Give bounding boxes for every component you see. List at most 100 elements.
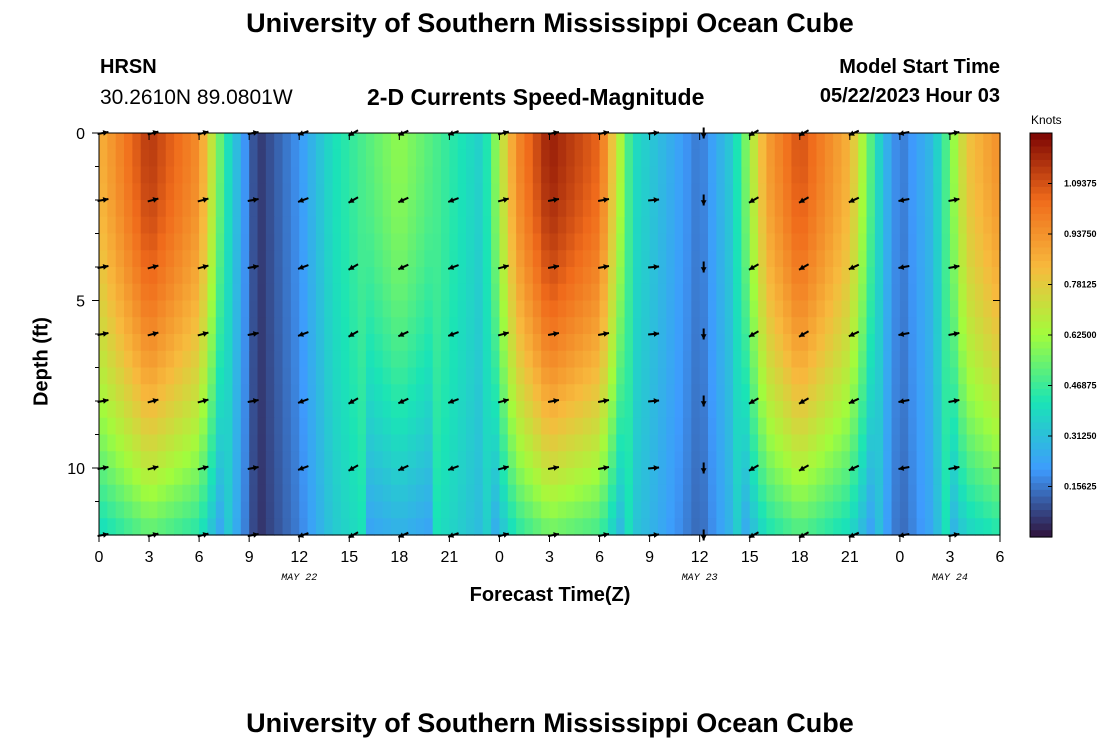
heatmap-cell (115, 417, 125, 436)
colorbar-segment (1030, 395, 1052, 403)
heatmap-cell (949, 300, 959, 318)
heatmap-cell (332, 267, 342, 285)
heatmap-cell (708, 384, 717, 402)
current-arrow-head (502, 398, 509, 404)
heatmap-cell (549, 200, 559, 218)
heatmap-cell (766, 300, 776, 318)
heatmap-cell (883, 183, 893, 201)
current-arrow-head (953, 264, 960, 270)
heatmap-cell (541, 216, 551, 235)
heatmap-cell (699, 149, 709, 168)
heatmap-cell (983, 133, 993, 151)
heatmap-cell (958, 384, 968, 402)
heatmap-cell (649, 200, 659, 218)
heatmap-cell (766, 367, 776, 385)
heatmap-cell (207, 350, 217, 369)
heatmap-cell (165, 250, 175, 268)
heatmap-cell (99, 317, 108, 335)
heatmap-cell (582, 250, 592, 268)
current-arrow-head (502, 264, 509, 270)
heatmap-cell (766, 133, 776, 151)
heatmap-cell (349, 149, 359, 168)
heatmap-cell (340, 384, 350, 402)
heatmap-cell (199, 283, 209, 302)
heatmap-cell (491, 250, 501, 268)
heatmap-cell (332, 501, 342, 519)
heatmap-cell (849, 300, 859, 318)
heatmap-cell (991, 417, 1001, 436)
heatmap-cell (382, 367, 392, 385)
heatmap-cell (541, 233, 551, 251)
heatmap-cell (207, 216, 217, 235)
current-arrow-head (603, 331, 609, 337)
heatmap-cell (666, 317, 676, 335)
heatmap-cell (657, 468, 667, 486)
heatmap-cell (157, 501, 167, 519)
heatmap-cell (966, 133, 976, 151)
heatmap-cell (407, 518, 417, 536)
heatmap-cell (240, 183, 250, 201)
current-arrow-head (898, 465, 905, 471)
heatmap-cell (632, 434, 642, 452)
heatmap-cell (124, 451, 133, 469)
heatmap-cell (691, 267, 701, 285)
heatmap-cell (607, 334, 617, 352)
heatmap-cell (699, 518, 709, 536)
heatmap-cell (199, 501, 209, 519)
heatmap-cell (524, 468, 534, 486)
heatmap-cell (682, 401, 692, 419)
heatmap-cell (591, 267, 601, 285)
heatmap-cell (466, 434, 476, 452)
heatmap-cell (424, 434, 434, 452)
heatmap-cell (224, 267, 234, 285)
x-tick-label: 6 (996, 549, 1005, 566)
heatmap-cell (891, 250, 901, 268)
x-tick-label: 6 (595, 549, 604, 566)
heatmap-cell (282, 267, 292, 285)
heatmap-cell (132, 417, 142, 436)
heatmap-cell (783, 334, 793, 352)
heatmap-cell (733, 350, 742, 369)
x-tick-label: 15 (741, 549, 759, 566)
heatmap-cell (699, 283, 709, 302)
heatmap-cell (282, 451, 292, 469)
heatmap-cell (132, 367, 142, 385)
heatmap-cell (207, 367, 217, 385)
heatmap-cell (691, 518, 701, 536)
heatmap-cell (724, 250, 734, 268)
colorbar-segment (1030, 193, 1052, 201)
heatmap-cell (733, 233, 742, 251)
heatmap-cell (532, 300, 542, 318)
heatmap-cell (941, 250, 951, 268)
colorbar-segment (1030, 281, 1052, 289)
heatmap-cell (365, 166, 375, 184)
heatmap-cell (833, 300, 843, 318)
heatmap-cell (983, 484, 993, 503)
colorbar-segment (1030, 254, 1052, 262)
heatmap-cell (299, 501, 309, 519)
heatmap-cell (616, 417, 626, 436)
heatmap-cell (657, 267, 667, 285)
heatmap-cell (491, 468, 501, 486)
heatmap-cell (457, 384, 467, 402)
heatmap-cell (507, 133, 517, 151)
heatmap-cell (149, 501, 158, 519)
heatmap-cell (174, 384, 184, 402)
heatmap-cell (491, 300, 501, 318)
heatmap-cell (783, 300, 793, 318)
heatmap-cell (599, 233, 609, 251)
heatmap-cell (399, 200, 409, 218)
heatmap-cell (632, 166, 642, 184)
heatmap-cell (157, 334, 167, 352)
heatmap-cell (849, 417, 859, 436)
heatmap-cell (407, 317, 417, 335)
heatmap-cell (407, 300, 417, 318)
heatmap-cell (357, 267, 367, 285)
x-tick-label: 9 (245, 549, 254, 566)
heatmap-cell (199, 434, 209, 452)
heatmap-cell (524, 149, 534, 168)
heatmap-cell (232, 484, 242, 503)
heatmap-cell (733, 484, 742, 503)
heatmap-cell (983, 518, 993, 536)
heatmap-cell (766, 283, 776, 302)
